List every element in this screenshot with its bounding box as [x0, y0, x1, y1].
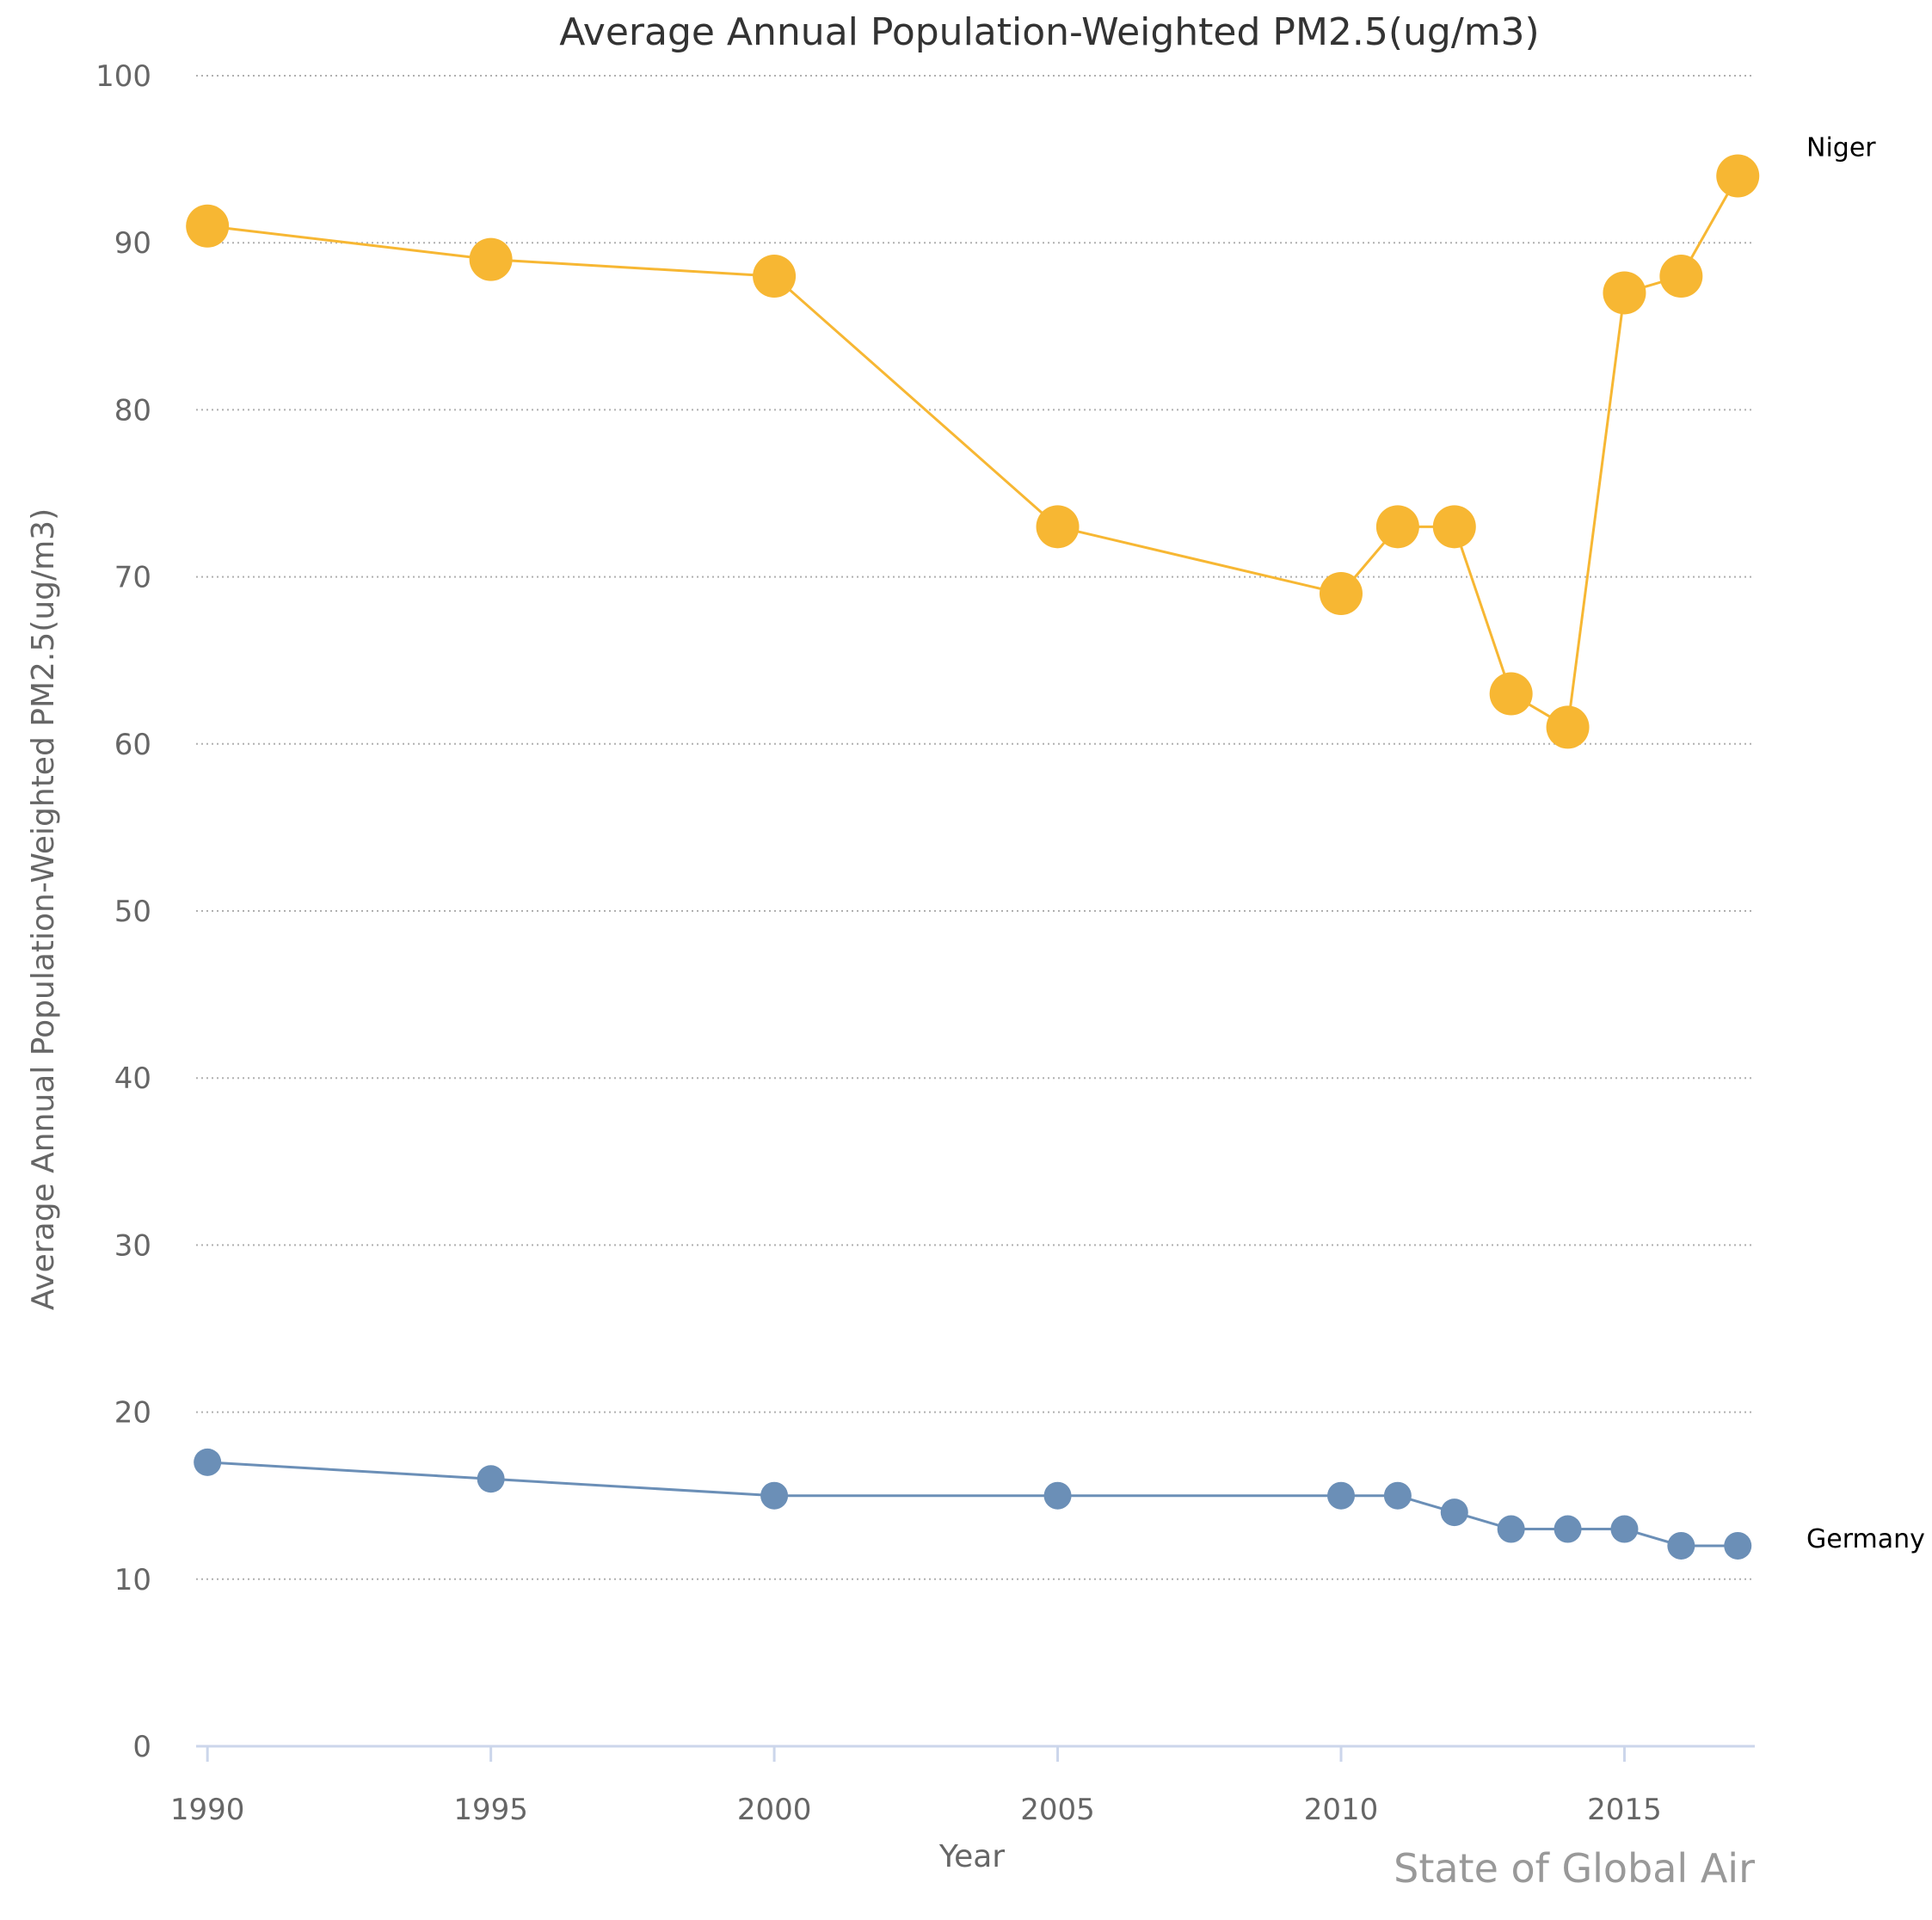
y-tick-label-10: 10 — [114, 1563, 151, 1597]
x-tick-label-1995: 1995 — [453, 1793, 528, 1827]
series-label-germany: Germany — [1806, 1524, 1925, 1554]
y-tick-label-40: 40 — [114, 1062, 151, 1096]
data-point-germany-1995[interactable]: Germany 1995: 16 — [477, 1465, 505, 1493]
data-point-niger-2013[interactable]: Niger 2013: 63 — [1489, 672, 1533, 716]
x-tick-label-2005: 2005 — [1020, 1793, 1095, 1827]
data-point-niger-1995[interactable]: Niger 1995: 89 — [469, 237, 513, 281]
y-tick-label-30: 30 — [114, 1228, 151, 1263]
data-point-niger-2005[interactable]: Niger 2005: 73 — [1036, 505, 1080, 549]
series-group: Niger 1990: 91 Niger 1995: 89 Niger 2000: … — [186, 133, 1925, 1560]
y-tick-label-0: 0 — [132, 1730, 151, 1764]
y-tick-label-60: 60 — [114, 728, 151, 762]
series-niger: Niger 1990: 91 Niger 1995: 89 Niger 2000: … — [186, 133, 1876, 749]
axes: 0 10 20 30 40 50 60 70 80 90 100 1990 1995 2000 2005 20… — [95, 59, 1755, 1827]
data-point-germany-2012[interactable]: Germany 2012: 14 — [1440, 1498, 1468, 1527]
y-axis-title: Average Annual Population-Weighted PM2.5… — [26, 508, 61, 1310]
data-point-germany-2005[interactable]: Germany 2005: 15 — [1043, 1481, 1072, 1510]
data-point-germany-2013[interactable]: Germany 2013: 13 — [1497, 1515, 1525, 1543]
x-axis-title: Year — [938, 1839, 1005, 1874]
y-tick-label-50: 50 — [114, 895, 151, 929]
y-tick-label-90: 90 — [114, 226, 151, 261]
data-point-germany-1990[interactable]: Germany 1990: 17 — [194, 1448, 222, 1476]
data-point-germany-2016[interactable]: Germany 2016: 12 — [1667, 1531, 1695, 1560]
data-point-niger-2016[interactable]: Niger 2016: 88 — [1659, 255, 1703, 298]
data-point-niger-2010[interactable]: Niger 2010: 69 — [1319, 572, 1363, 616]
x-tick-label-2015: 2015 — [1587, 1793, 1662, 1827]
chart-title: Average Annual Population-Weighted PM2.5… — [559, 10, 1539, 54]
data-point-germany-2010[interactable]: Germany 2010: 15 — [1326, 1481, 1355, 1510]
data-point-germany-2015[interactable]: Germany 2015: 13 — [1610, 1515, 1639, 1543]
y-tick-label-20: 20 — [114, 1396, 151, 1431]
x-tick-label-1990: 1990 — [170, 1793, 245, 1827]
y-tick-label-100: 100 — [95, 59, 151, 94]
data-point-germany-2014[interactable]: Germany 2014: 13 — [1554, 1515, 1582, 1543]
data-point-niger-2000[interactable]: Niger 2000: 88 — [753, 255, 797, 298]
data-point-niger-2011[interactable]: Niger 2011: 73 — [1375, 505, 1419, 549]
gridlines — [196, 75, 1755, 1580]
data-point-niger-2015[interactable]: Niger 2015: 87 — [1603, 271, 1646, 315]
data-point-niger-1990[interactable]: Niger 1990: 91 — [186, 204, 230, 248]
y-tick-label-80: 80 — [114, 393, 151, 428]
series-line-niger — [207, 175, 1739, 729]
credit-text[interactable]: State of Global Air — [1394, 1845, 1755, 1892]
data-point-niger-2012[interactable]: Niger 2012: 73 — [1432, 505, 1476, 549]
data-point-germany-2011[interactable]: Germany 2011: 15 — [1383, 1481, 1412, 1510]
data-point-niger-2014[interactable]: Niger 2014: 61 — [1546, 705, 1590, 749]
data-point-niger-2017[interactable]: Niger 2017: 94 — [1716, 154, 1760, 198]
data-point-germany-2000[interactable]: Germany 2000: 15 — [760, 1481, 789, 1510]
series-label-niger: Niger — [1806, 133, 1876, 163]
y-tick-label-70: 70 — [114, 561, 151, 595]
data-point-germany-2017[interactable]: Germany 2017: 12 — [1724, 1531, 1752, 1560]
series-germany: Germany 1990: 17 Germany 1995: 16 Germany … — [194, 1448, 1925, 1560]
x-tick-label-2000: 2000 — [737, 1793, 812, 1827]
x-tick-label-2010: 2010 — [1304, 1793, 1379, 1827]
